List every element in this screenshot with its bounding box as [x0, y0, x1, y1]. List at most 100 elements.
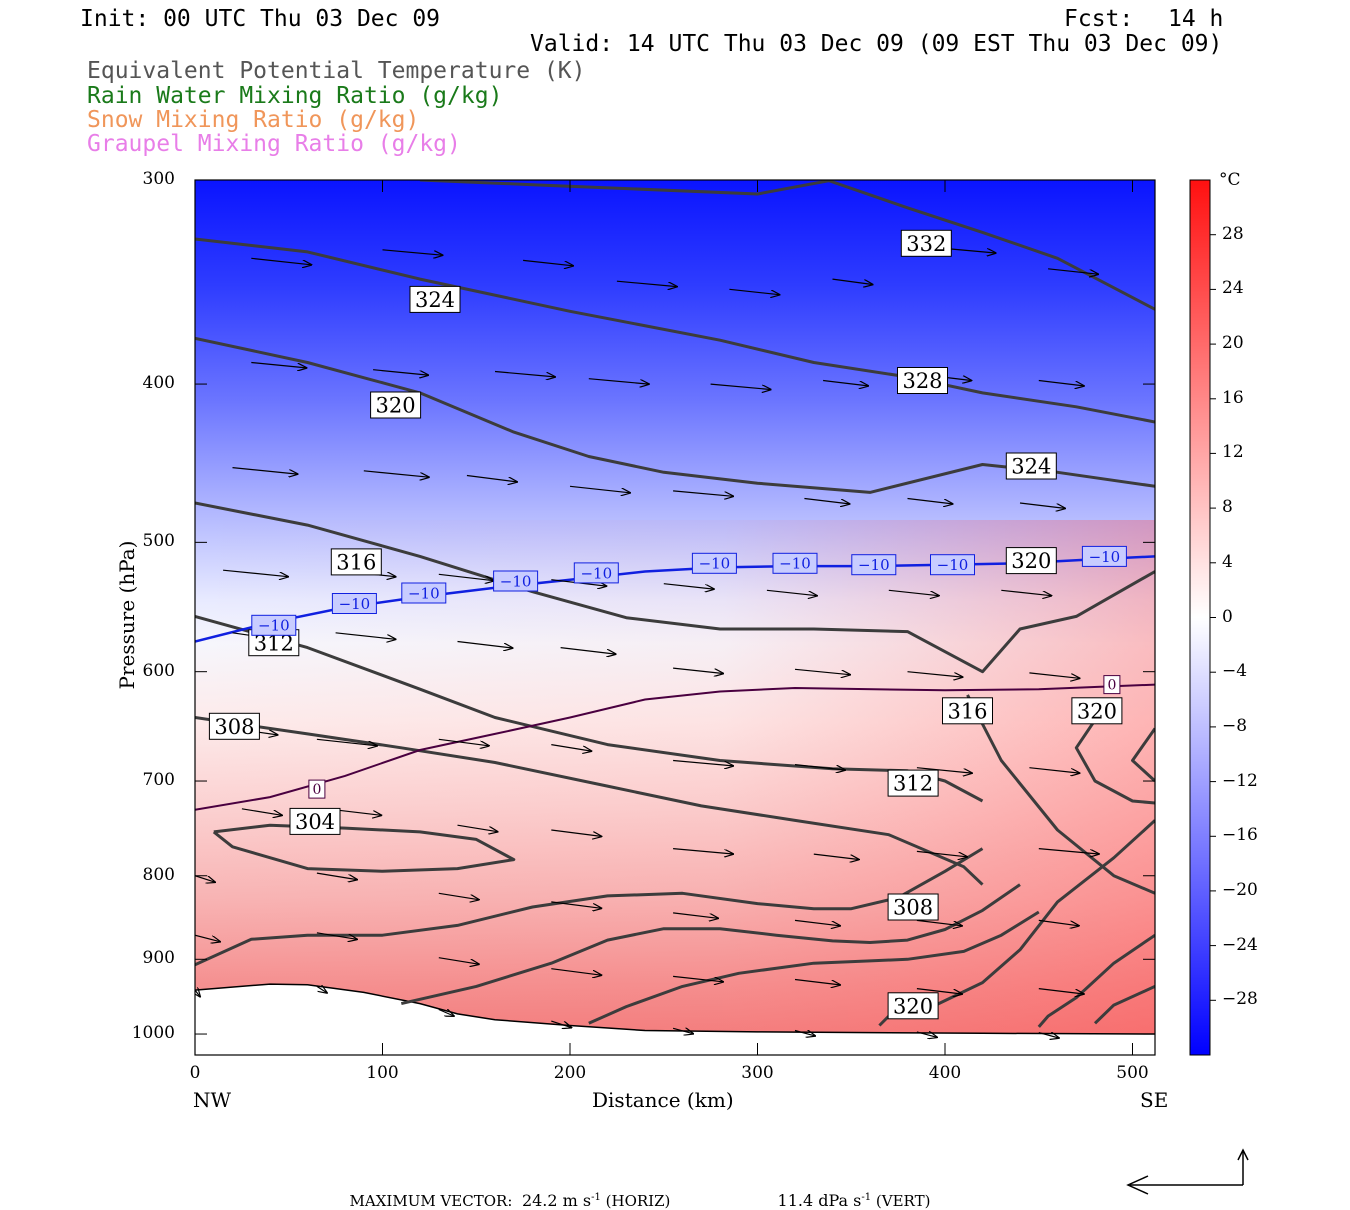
- wind-vector: [888, 589, 939, 595]
- x-end-left-label: NW: [193, 1088, 232, 1112]
- colorbar-tick-label: −4: [1222, 661, 1248, 682]
- wind-vector: [551, 744, 591, 752]
- wind-vector: [916, 850, 967, 856]
- theta-e-contour-324: [1093, 985, 1155, 1025]
- footer-vert-exp: -1: [861, 1192, 872, 1203]
- contour-label-320: 320: [1077, 699, 1117, 723]
- wind-vector: [813, 853, 859, 859]
- contour-label-324: 324: [415, 288, 455, 312]
- theta-e-contour-320: [1074, 699, 1155, 805]
- theta-e-contour-312: [195, 716, 984, 886]
- freezing-label-0-box: [308, 779, 326, 799]
- contour-label-316: 316: [947, 699, 987, 723]
- contour-label-308: 308: [214, 715, 254, 739]
- isotherm-label-minus10: −10: [937, 556, 969, 574]
- colorbar-tick-label: −20: [1222, 879, 1258, 900]
- theta-e-contour-308: [400, 883, 1021, 1006]
- contour-label-324-box: [1005, 452, 1057, 480]
- wind-vector: [251, 257, 311, 265]
- y-tick-label: 800: [142, 864, 175, 885]
- wind-vector: [1038, 379, 1084, 386]
- isotherm-label-minus10: −10: [500, 572, 532, 590]
- isotherm-label-minus10: −10: [580, 564, 612, 582]
- contour-label-308-box: [208, 712, 260, 740]
- wind-vector: [195, 990, 200, 997]
- contour-label-328: 328: [902, 369, 942, 393]
- contour-label-312-box: [887, 769, 939, 797]
- isotherm-label-minus10-box: [930, 554, 975, 576]
- isotherm-label-minus10: −10: [779, 555, 811, 573]
- contour-label-316: 316: [336, 551, 376, 575]
- wind-vector: [1048, 268, 1098, 274]
- contour-label-320-box: [887, 992, 939, 1020]
- terrain-surface-line: [195, 983, 1155, 1035]
- wind-vector: [916, 919, 962, 925]
- y-tick-label: 700: [142, 770, 175, 791]
- wind-vector: [766, 589, 817, 595]
- footer-horiz-exp: -1: [591, 1192, 601, 1203]
- wind-vector: [316, 738, 377, 746]
- wind-vector: [223, 569, 288, 577]
- wind-vector: [373, 369, 428, 375]
- contour-label-332-box: [900, 229, 952, 257]
- isotherm-label-minus10-box: [573, 562, 619, 584]
- wind-vector: [673, 848, 733, 854]
- colorbar-tick-label: 0: [1222, 606, 1233, 627]
- wind-vector: [1038, 1033, 1059, 1038]
- contour-label-320: 320: [1011, 549, 1051, 573]
- wind-vector: [523, 259, 573, 265]
- theta-e-contour-328: [195, 237, 1155, 424]
- wind-vector: [794, 1031, 815, 1036]
- freezing-label-0: 0: [312, 782, 321, 798]
- contour-label-320-box: [1071, 697, 1123, 725]
- wind-vector: [916, 988, 962, 994]
- colorbar-tick-label: 12: [1222, 442, 1244, 463]
- wind-vector: [195, 934, 220, 942]
- y-tick-label: 600: [142, 660, 175, 681]
- theta-e-contour-312: [588, 910, 1040, 1025]
- footer-horiz-tag: (HORIZ): [605, 1192, 671, 1210]
- y-tick-label: 300: [142, 169, 175, 189]
- wind-vector: [663, 583, 714, 589]
- wind-vector: [794, 668, 850, 674]
- contour-label-308: 308: [893, 896, 933, 920]
- contour-label-308-box: [887, 893, 939, 921]
- contour-label-304: 304: [295, 810, 335, 834]
- x-axis-label: Distance (km): [592, 1088, 734, 1112]
- wind-vector: [916, 1032, 937, 1037]
- wind-vector: [438, 892, 479, 899]
- isotherm-label-minus10-box: [1081, 545, 1127, 567]
- wind-vector: [672, 1028, 693, 1033]
- contour-label-320: 320: [376, 394, 416, 418]
- freezing-label-0: 0: [1107, 678, 1116, 694]
- wind-vector: [363, 470, 429, 477]
- wind-vector: [1038, 848, 1099, 854]
- theta-e-contour-332: [419, 180, 833, 196]
- contour-label-316-box: [942, 697, 993, 725]
- colorbar-tick-label: −24: [1222, 934, 1258, 955]
- wind-vector: [794, 764, 845, 770]
- colorbar-tick-label: 20: [1222, 333, 1244, 354]
- contour-label-316-box: [330, 548, 382, 576]
- x-end-right-label: SE: [1140, 1088, 1169, 1112]
- colorbar-tick-label: 28: [1222, 223, 1244, 244]
- wind-vector: [616, 280, 677, 286]
- field-label-rain: Rain Water Mixing Ratio (g/kg): [87, 83, 503, 109]
- wind-vector: [673, 759, 733, 766]
- colorbar-unit-label: °C: [1219, 170, 1241, 190]
- wind-vector: [494, 370, 555, 377]
- field-label-graupel: Graupel Mixing Ratio (g/kg): [87, 131, 461, 157]
- wind-vector: [804, 497, 849, 504]
- valid-time: Valid: 14 UTC Thu 03 Dec 09 (09 EST Thu …: [530, 31, 1223, 57]
- footer-vert-value: 11.4 dPa s: [777, 1191, 862, 1210]
- footer-horiz-value: 24.2 m s: [521, 1191, 592, 1210]
- theta-e-contour-320: [1037, 933, 1155, 1028]
- colorbar-tick-label: 4: [1222, 551, 1233, 572]
- reference-vector-icon: [1126, 1148, 1249, 1195]
- wind-vector: [1029, 672, 1079, 678]
- x-tick-label: 300: [741, 1063, 774, 1083]
- wind-vector: [251, 361, 306, 368]
- wind-vector: [195, 875, 215, 883]
- contour-label-312: 312: [893, 772, 933, 796]
- wind-vector: [232, 467, 298, 475]
